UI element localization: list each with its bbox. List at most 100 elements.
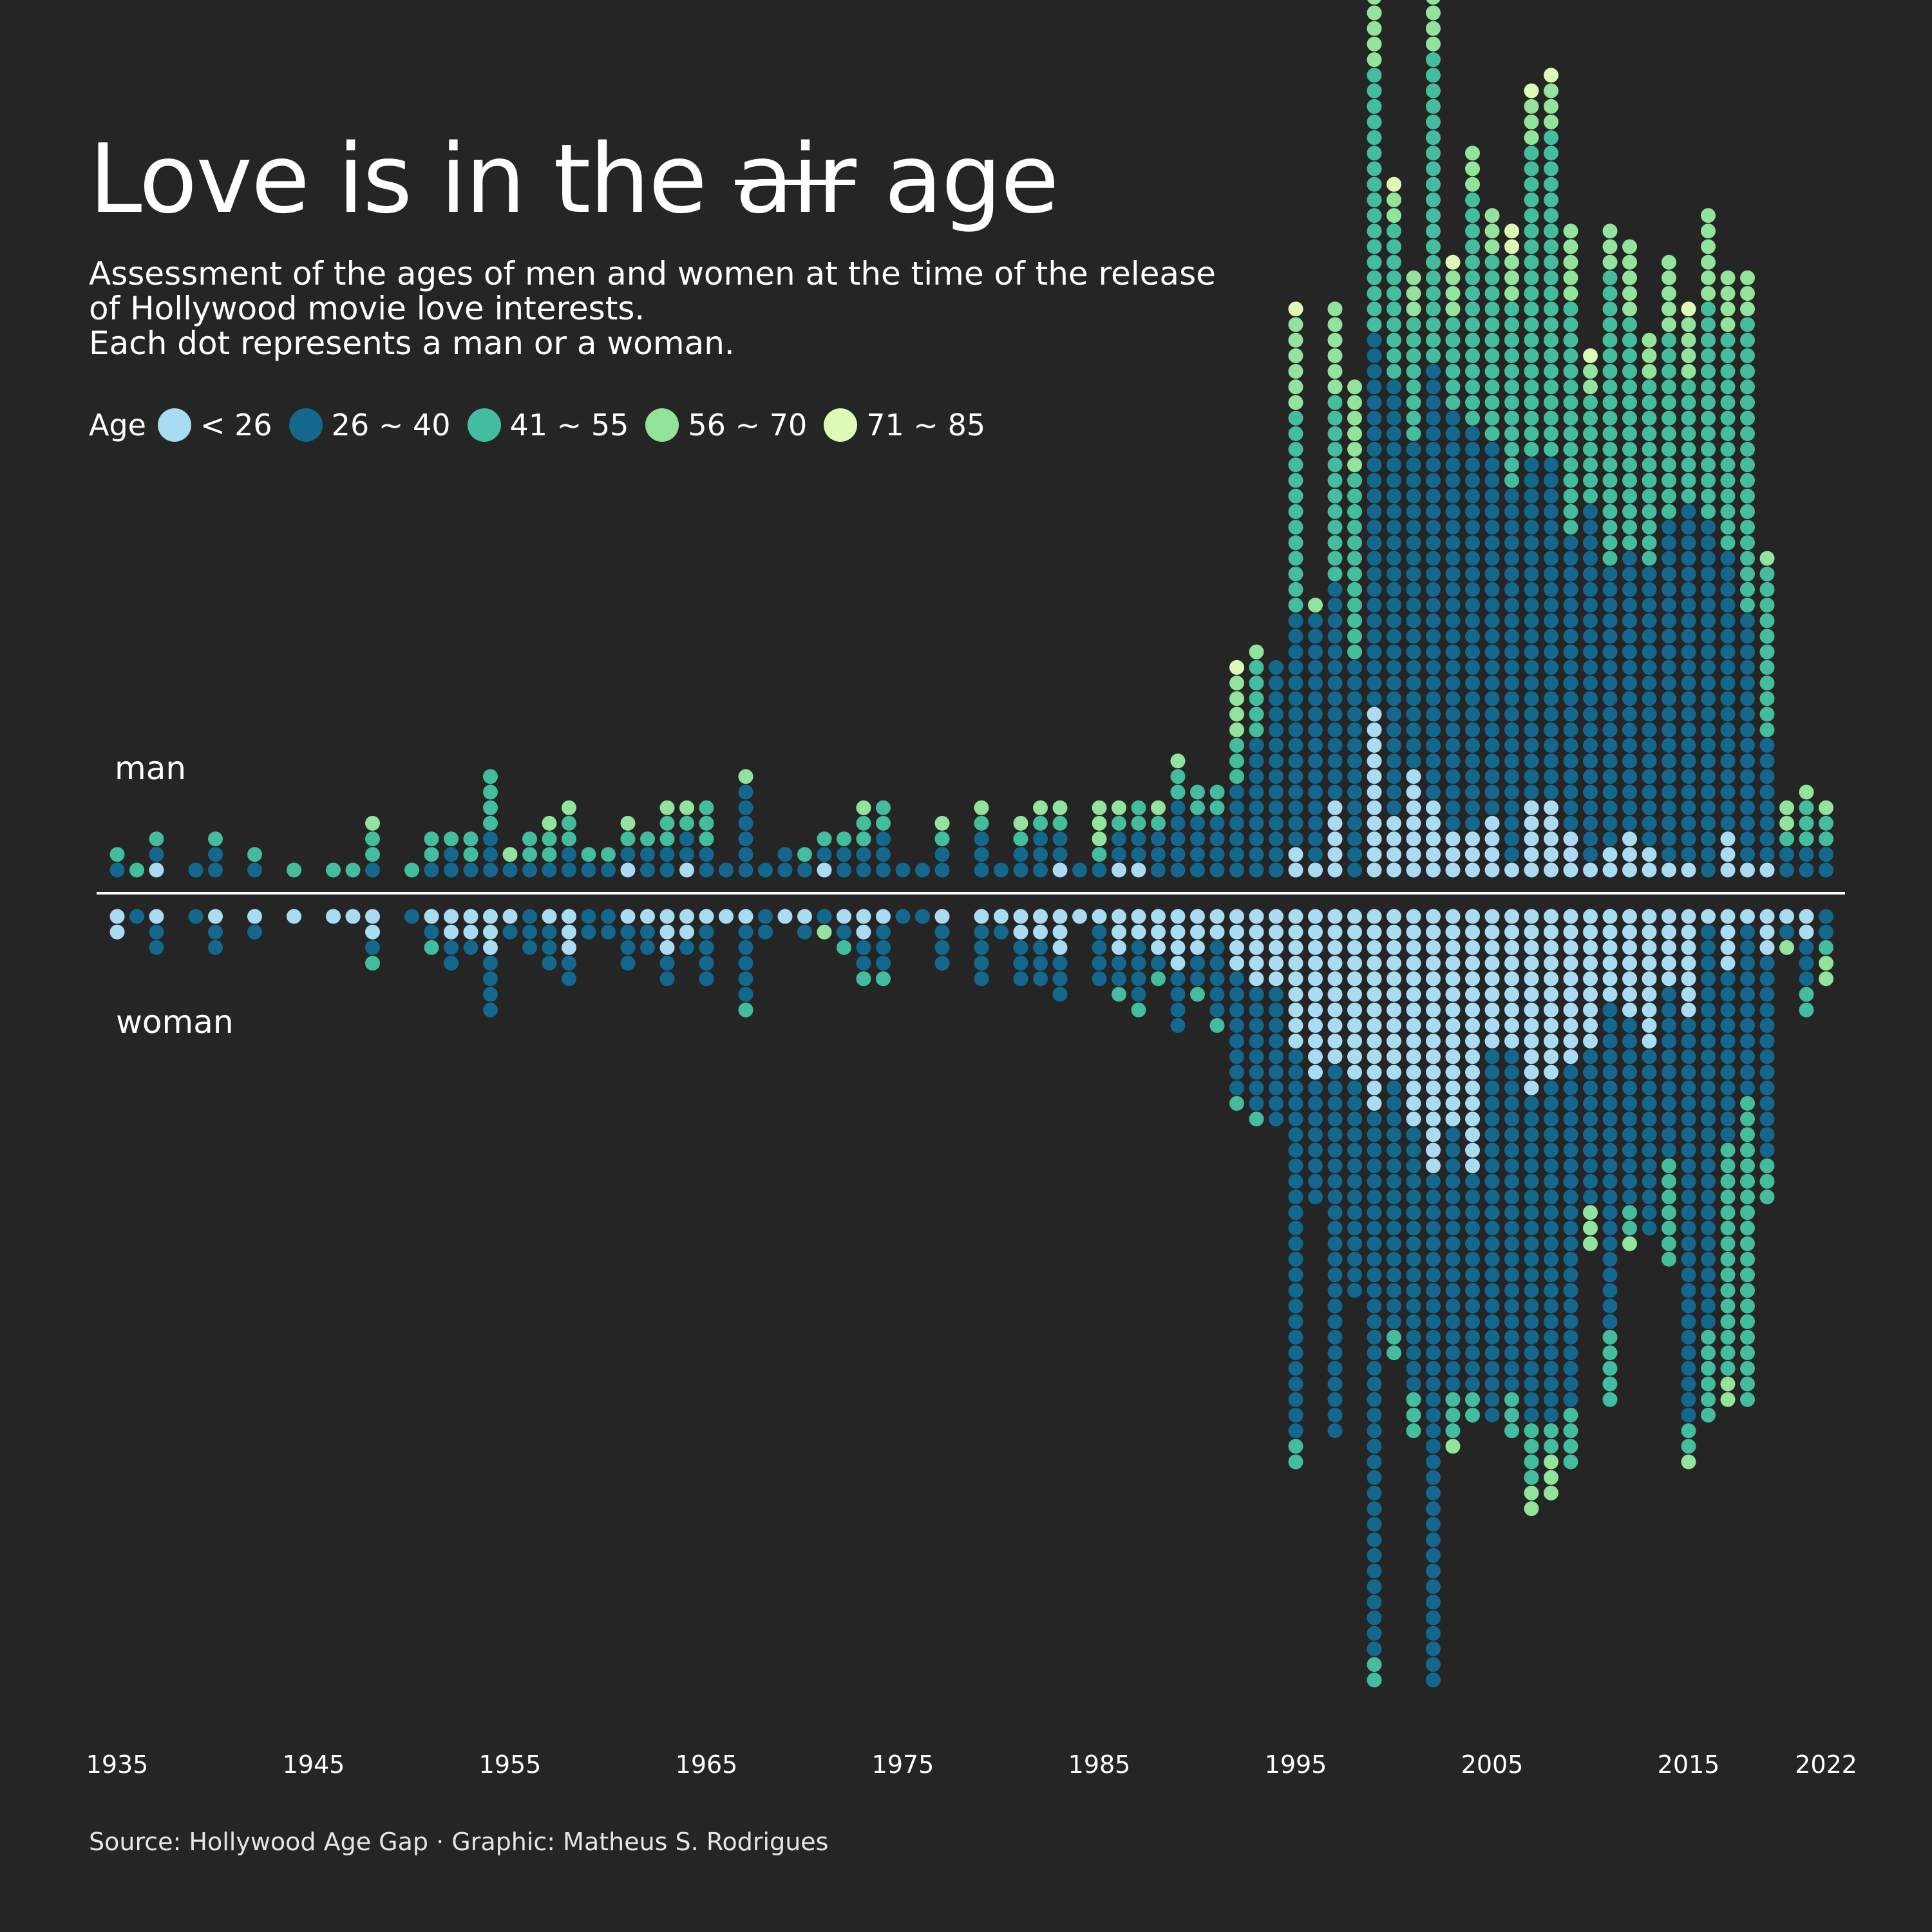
dot-man-2014 [1662,737,1676,753]
dot-woman-1998 [1347,1205,1362,1220]
dot-man-2013 [1642,426,1657,441]
dot-man-2000 [1387,831,1401,847]
dot-woman-2019 [1759,909,1775,924]
dot-man-2006 [1504,800,1519,815]
dot-man-2021 [1799,847,1814,862]
dot-man-1997 [1327,613,1343,629]
dot-man-1995 [1288,644,1303,659]
dot-man-2015 [1681,613,1696,629]
dot-man-2016 [1701,613,1716,629]
dot-man-2009 [1563,691,1578,706]
dot-man-2007 [1524,223,1539,239]
dot-woman-2005 [1484,940,1500,955]
dot-man-1995 [1288,815,1303,831]
dot-man-2012 [1622,691,1637,706]
dot-woman-2012 [1622,909,1637,924]
dot-woman-1940 [208,924,223,940]
dot-man-1995 [1288,847,1303,862]
dot-woman-2012 [1622,1112,1637,1127]
dot-man-1988 [1151,800,1166,815]
dot-woman-2001 [1406,1158,1421,1173]
dot-woman-2018 [1740,1049,1755,1065]
dot-man-2015 [1681,644,1696,659]
dot-woman-1995 [1288,1112,1303,1127]
dot-man-2013 [1642,831,1657,847]
dot-man-2001 [1406,613,1421,629]
dot-man-2002 [1426,676,1441,691]
dot-man-2014 [1662,504,1676,519]
dot-man-2015 [1681,520,1696,535]
dot-man-2011 [1602,395,1618,410]
dot-man-1993 [1249,753,1264,769]
dot-man-2011 [1602,769,1618,784]
dot-man-1948 [365,847,380,862]
dot-woman-2011 [1602,1049,1618,1065]
dot-man-2004 [1465,504,1480,519]
dot-woman-1999 [1367,1236,1382,1251]
dot-man-2021 [1799,800,1814,815]
dot-woman-2003 [1445,1329,1461,1345]
dot-woman-2004 [1465,1034,1480,1049]
dot-woman-1996 [1308,1189,1323,1205]
dot-man-1995 [1288,613,1303,629]
dot-woman-2003 [1445,1267,1461,1283]
dot-man-2018 [1740,800,1755,815]
dot-man-1998 [1347,410,1362,426]
dot-man-1999 [1367,784,1382,800]
dot-woman-1963 [659,924,675,940]
dot-woman-2010 [1583,1220,1598,1236]
dot-man-2007 [1524,395,1539,410]
dot-man-2009 [1563,582,1578,597]
legend-label: 26 ~ 40 [331,408,451,442]
dot-man-2006 [1504,753,1519,769]
dot-man-1974 [876,815,891,831]
dot-woman-2002 [1426,1329,1441,1345]
dot-woman-2015 [1681,1173,1696,1189]
dot-woman-2000 [1387,987,1401,1002]
dot-woman-2011 [1602,909,1618,924]
dot-woman-2005 [1484,1112,1500,1127]
dot-man-2001 [1406,831,1421,847]
legend-label: 56 ~ 70 [688,408,808,442]
dot-man-1971 [817,831,832,847]
dot-woman-2012 [1622,1236,1637,1251]
dot-man-2002 [1426,488,1441,504]
dot-man-2016 [1701,239,1716,254]
dot-woman-1989 [1170,924,1186,940]
dot-woman-2017 [1720,987,1736,1002]
dot-man-2008 [1544,130,1558,146]
dot-man-1992 [1229,676,1244,691]
dot-woman-2000 [1387,1018,1401,1033]
dot-man-2018 [1740,332,1755,348]
dot-man-1999 [1367,301,1382,317]
dot-woman-2006 [1504,956,1519,971]
dot-woman-1999 [1367,1345,1382,1361]
dot-woman-1996 [1308,1173,1323,1189]
dot-woman-1973 [856,956,871,971]
dot-woman-2000 [1387,1065,1401,1080]
dot-man-1997 [1327,722,1343,737]
dot-woman-2001 [1406,1236,1421,1251]
dot-woman-1995 [1288,1423,1303,1439]
dot-woman-2012 [1622,987,1637,1002]
dot-man-1989 [1170,784,1186,800]
dot-woman-2013 [1642,1127,1657,1142]
dot-man-1962 [640,831,655,847]
dot-man-2018 [1740,473,1755,488]
dot-woman-1986 [1112,940,1126,955]
dot-man-2000 [1387,379,1401,395]
dot-man-1999 [1367,831,1382,847]
dot-man-2004 [1465,332,1480,348]
dot-man-2002 [1426,784,1441,800]
dot-woman-2008 [1544,1002,1558,1018]
dot-man-2006 [1504,784,1519,800]
dot-man-2007 [1524,800,1539,815]
dot-woman-1983 [1052,909,1068,924]
dot-man-1998 [1347,598,1362,613]
dot-woman-1996 [1308,987,1323,1002]
dot-woman-2021 [1799,971,1814,987]
dot-woman-2014 [1662,1189,1676,1205]
dot-man-2013 [1642,535,1657,551]
dot-man-2000 [1387,239,1401,254]
dot-man-2009 [1563,379,1578,395]
